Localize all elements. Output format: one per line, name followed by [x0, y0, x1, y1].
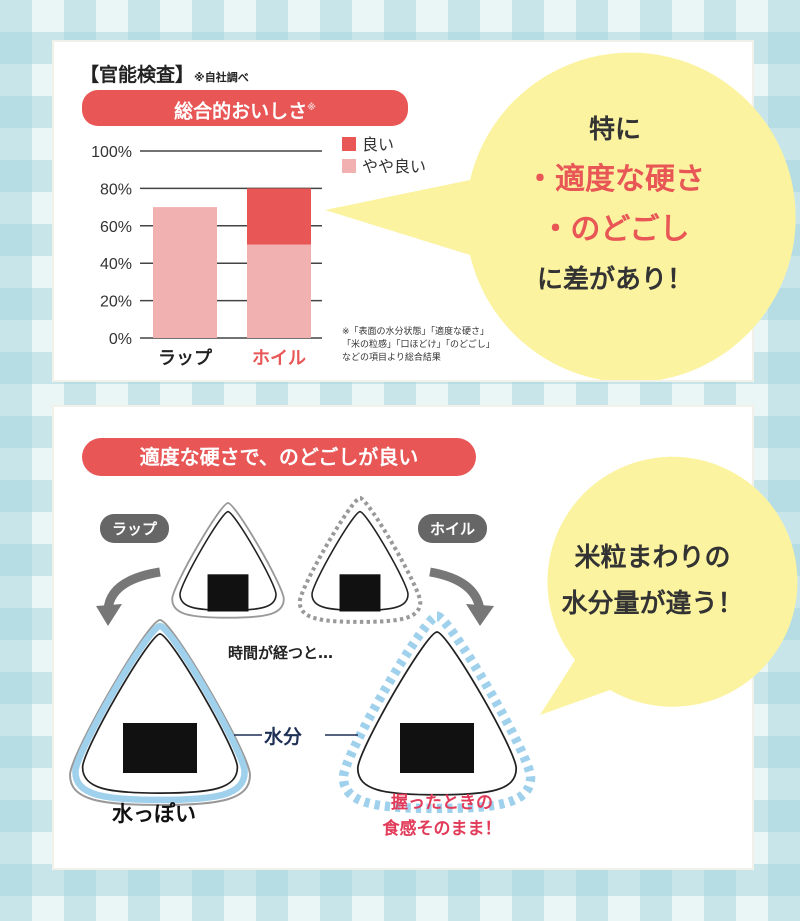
time-text: 時間が経つと…	[228, 644, 334, 662]
panel-heading: 【官能検査】※自社調べ	[80, 60, 249, 87]
footnote-line: などの項目より総合結果	[342, 353, 441, 363]
foil-onigiri-small	[300, 498, 421, 622]
foil-result-line: 握ったときの	[391, 793, 493, 813]
wrap-onigiri-small	[172, 503, 284, 618]
y-tick-label: 100%	[91, 144, 132, 161]
foil-onigiri-large	[343, 616, 530, 808]
bubble-2-text: 米粒まわりの 水分量が違う！	[520, 535, 785, 627]
wrap-onigiri-large	[70, 620, 250, 805]
speech-bubble-2	[540, 456, 798, 715]
chart-title-text: 総合的おいしさ	[174, 100, 308, 123]
bar-segment	[247, 244, 311, 338]
wrap-result: 水っぽい	[112, 802, 196, 826]
speech-bubble-1	[325, 52, 796, 380]
bubble-line: 水分量が違う！	[561, 589, 744, 619]
title-mark: ※	[307, 103, 316, 113]
footnote: ※「表面の水分状態」「適度な硬さ」 「米の粒感」「口ほどけ」「のどごし」 などの…	[342, 326, 495, 365]
foil-badge: ホイル	[418, 514, 488, 543]
arrow-right-icon	[429, 567, 485, 611]
footnote-line: 「米の粒感」「口ほどけ」「のどごし」	[342, 340, 495, 350]
bubble-line: 特に	[588, 115, 641, 145]
bubble-line: 米粒まわりの	[574, 543, 731, 573]
legend-swatch	[342, 137, 356, 151]
heading-note: ※自社調べ	[194, 71, 249, 84]
legend-swatch	[342, 159, 356, 173]
moisture-label: 水分	[264, 726, 303, 748]
x-tick-label: ラップ	[158, 347, 213, 369]
foil-result: 握ったときの 食感そのまま！	[362, 790, 522, 842]
foil-result-line: 食感そのまま！	[382, 819, 502, 839]
y-tick-label: 60%	[100, 219, 132, 236]
footnote-line: ※「表面の水分状態」「適度な硬さ」	[342, 327, 490, 337]
y-tick-label: 40%	[100, 256, 132, 273]
x-tick-label: ホイル	[252, 348, 306, 369]
bubble-line: ・適度な硬さ	[525, 162, 705, 197]
arrow-left-icon	[103, 567, 161, 611]
wrap-badge: ラップ	[100, 514, 170, 543]
bar-segment	[153, 207, 217, 338]
panel2-title: 適度な硬さで、のどごしが良い	[82, 438, 476, 476]
bubble-line: に差があり！	[536, 265, 693, 295]
y-tick-label: 80%	[100, 181, 132, 198]
bubble-line: ・のどごし	[540, 212, 690, 247]
legend-label: 良い	[362, 135, 394, 154]
legend-label: やや良い	[362, 157, 426, 176]
y-tick-label: 20%	[100, 294, 132, 311]
bar-segment	[247, 188, 311, 245]
bubble-1-text: 特に ・適度な硬さ ・のどごし に差があり！	[470, 105, 760, 305]
heading-text: 【官能検査】	[80, 64, 195, 86]
chart-title: 総合的おいしさ※	[82, 90, 408, 126]
y-tick-label: 0%	[109, 331, 132, 348]
